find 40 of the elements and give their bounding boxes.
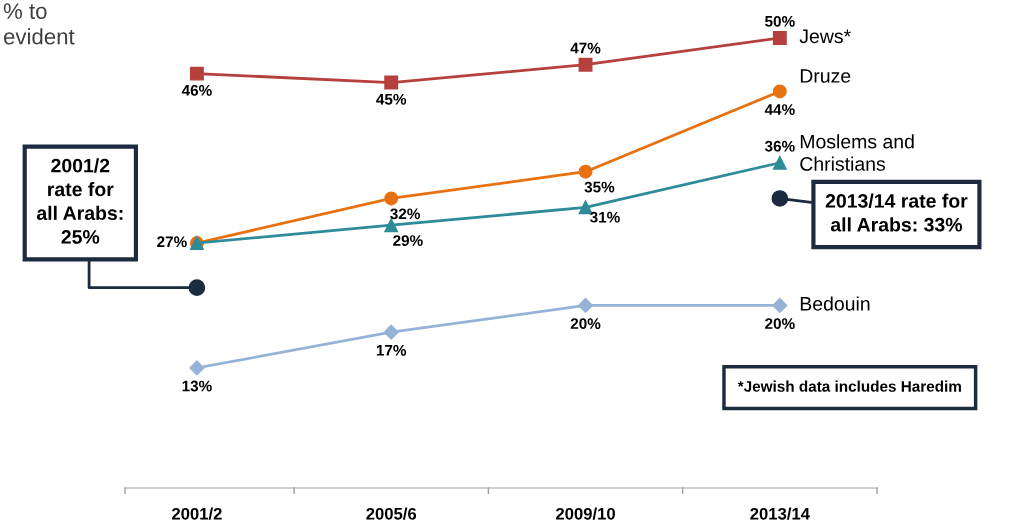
series-label: Druze bbox=[800, 69, 851, 83]
data-label: 50% bbox=[765, 15, 795, 27]
data-label: 27% bbox=[157, 236, 187, 248]
data-label: 13% bbox=[182, 380, 212, 392]
annotation: 2001/2 rate for all Arabs: 25% bbox=[36, 158, 123, 244]
data-label: 36% bbox=[764, 140, 795, 152]
data-label: 20% bbox=[765, 318, 795, 330]
data-label: 47% bbox=[570, 42, 601, 54]
point bbox=[772, 30, 787, 45]
point bbox=[189, 66, 204, 81]
text: *Jewish data includes Haredim bbox=[737, 380, 961, 392]
data-label: 17% bbox=[376, 344, 407, 356]
point bbox=[577, 297, 594, 314]
point bbox=[578, 57, 593, 72]
data-label: 31% bbox=[590, 211, 620, 223]
point bbox=[384, 75, 399, 90]
x-tick-label: 2009/10 bbox=[555, 507, 615, 520]
point bbox=[772, 84, 787, 99]
point bbox=[772, 297, 788, 314]
point bbox=[384, 191, 399, 206]
data-label: 32% bbox=[390, 208, 420, 220]
point bbox=[578, 164, 593, 179]
text: % to evident bbox=[3, 3, 75, 45]
x-tick-label: 2013/14 bbox=[750, 507, 810, 520]
data-label: 29% bbox=[393, 235, 423, 246]
data-label: 35% bbox=[584, 181, 615, 193]
data-label: 45% bbox=[376, 93, 407, 105]
point bbox=[384, 218, 399, 233]
annotation: 2013/14 rate for all Arabs: 33% bbox=[825, 193, 968, 232]
data-label: 44% bbox=[764, 104, 795, 115]
point bbox=[383, 324, 399, 340]
point bbox=[772, 155, 787, 170]
series-label: Bedouin bbox=[800, 296, 870, 311]
series-label: Moslems and Christians bbox=[800, 134, 914, 171]
data-label: 20% bbox=[570, 318, 601, 330]
data-label: 46% bbox=[181, 84, 212, 96]
x-tick-label: 2001/2 bbox=[171, 507, 222, 520]
x-tick-label: 2005/6 bbox=[366, 507, 417, 520]
series-label: Jews* bbox=[799, 29, 851, 44]
point bbox=[189, 360, 205, 376]
